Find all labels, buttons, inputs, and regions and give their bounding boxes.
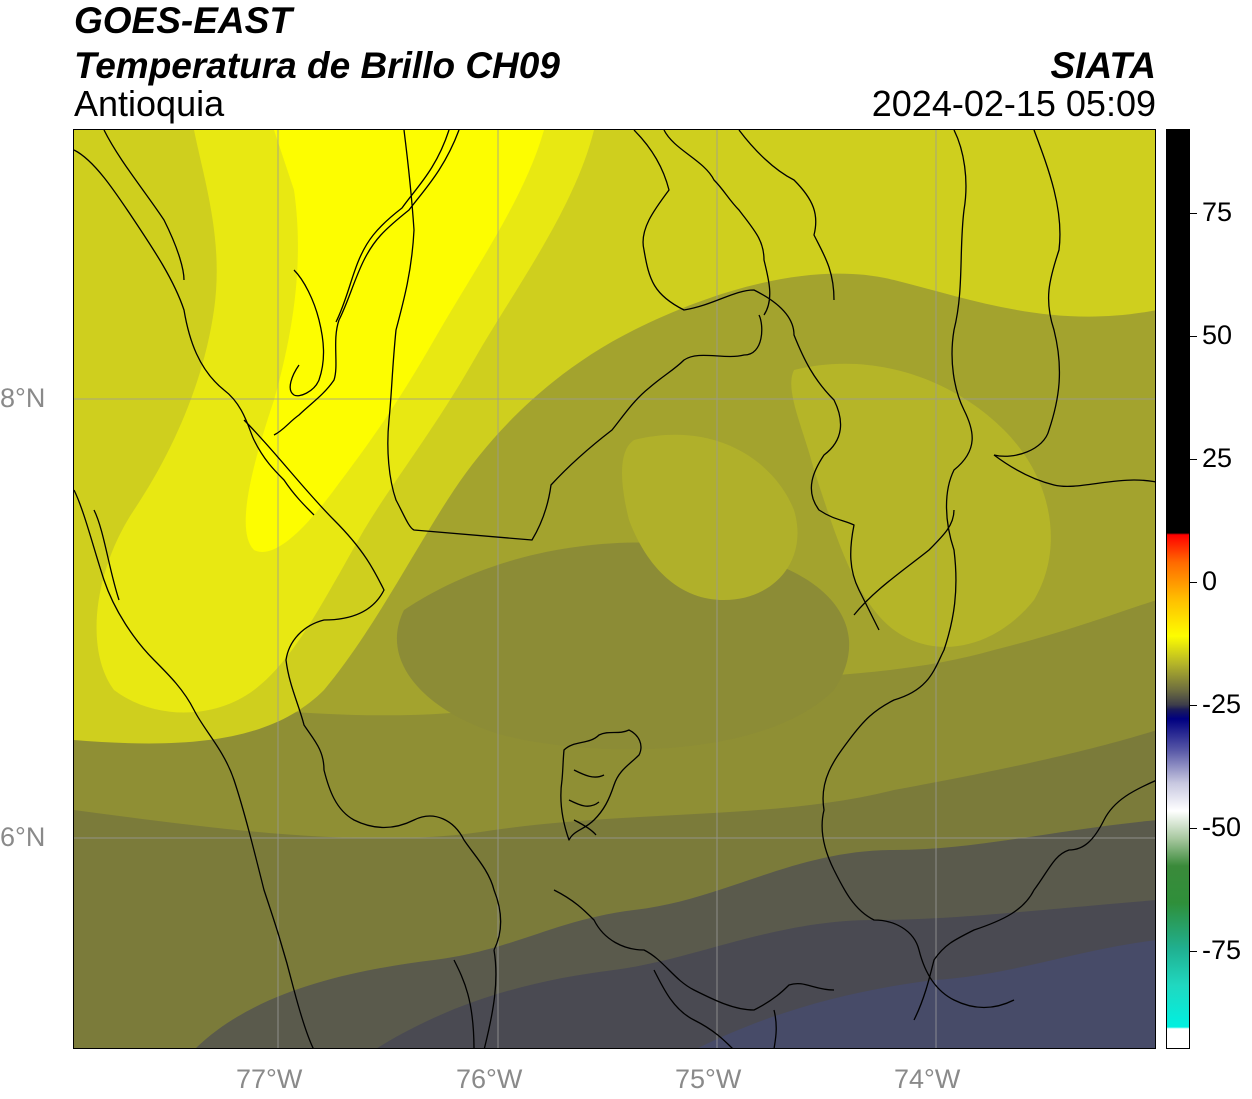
lon-label-75w: 75°W [675, 1064, 742, 1094]
lon-label-76w: 76°W [456, 1064, 523, 1094]
colorbar-tick [1189, 335, 1197, 337]
colorbar-tick [1189, 827, 1197, 829]
colorbar-tick [1189, 704, 1197, 706]
colorbar-tick [1189, 458, 1197, 460]
lat-label-6n: 6°N [0, 822, 46, 852]
datetime-label: 2024-02-15 05:09 [871, 83, 1156, 124]
colorbar-tick [1189, 212, 1197, 214]
lat-label-8n: 8°N [0, 383, 46, 413]
colorbar-tick-label: -25 [1202, 688, 1242, 719]
region-label: Antioquia [74, 83, 225, 124]
map-panel[interactable] [73, 129, 1156, 1049]
colorbar-tick-label: -50 [1202, 811, 1242, 842]
satellite-title: GOES-EAST [74, 0, 292, 41]
colorbar-tick-label: 25 [1202, 442, 1233, 473]
colorbar-tick-label: 75 [1202, 196, 1233, 227]
colorbar-tick [1189, 581, 1197, 583]
lon-label-74w: 74°W [894, 1064, 961, 1094]
organization-label: SIATA [1050, 45, 1156, 86]
lon-label-77w: 77°W [236, 1064, 303, 1094]
colorbar-gradient [1167, 130, 1189, 1048]
colorbar-tick-label: 50 [1202, 319, 1233, 350]
brightness-temperature-map [74, 130, 1155, 1048]
product-title: Temperatura de Brillo CH09 [74, 45, 560, 86]
colorbar-tick-label: -75 [1202, 934, 1242, 965]
colorbar-tick-label: 0 [1202, 565, 1218, 596]
colorbar [1166, 129, 1190, 1049]
colorbar-tick [1189, 950, 1197, 952]
